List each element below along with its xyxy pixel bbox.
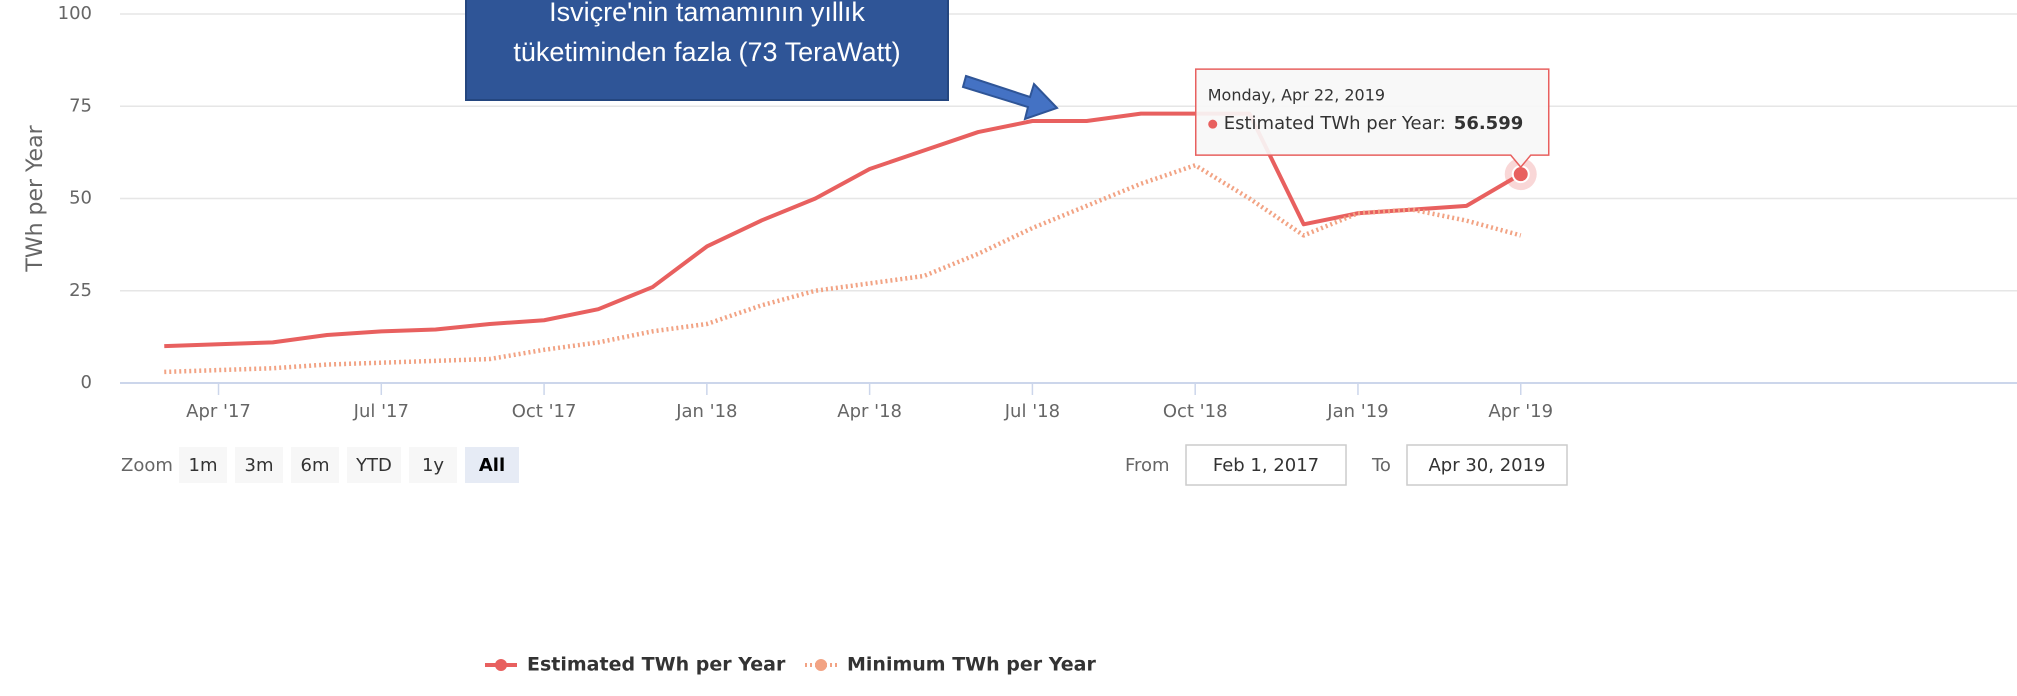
zoom-button-label[interactable]: All: [479, 455, 505, 476]
grid: 0 25 50 75 100 TWh per Year Apr '17 Jul '17 Oct …: [23, 3, 2017, 422]
x-tick-label: Apr '19: [1488, 401, 1553, 422]
annotation-arrow: [961, 74, 1059, 121]
zoom-button[interactable]: [235, 447, 283, 483]
zoom-button-label[interactable]: 3m: [245, 455, 274, 476]
x-tick-label: Apr '17: [186, 401, 251, 422]
x-tick-label: Jan '19: [1326, 401, 1388, 422]
tooltip-date: Monday, Apr 22, 2019: [1208, 86, 1385, 105]
zoom-button-label[interactable]: 1y: [422, 455, 444, 476]
y-tick-label: 75: [69, 95, 92, 116]
y-tick-label: 0: [81, 372, 92, 393]
zoom-button[interactable]: [291, 447, 339, 483]
y-axis-title: TWh per Year: [23, 124, 48, 272]
overlay: Monday, Apr 22, 2019 Estimated TWh per Ye…: [121, 0, 1568, 676]
from-value[interactable]: Feb 1, 2017: [1213, 455, 1319, 476]
zoom-button-label[interactable]: YTD: [355, 455, 392, 476]
legend-symbol-dot: [495, 659, 507, 671]
annotation-text: İsviçre'nin tamamının yıllık: [549, 0, 865, 27]
legend-symbol-dot: [815, 659, 827, 671]
zoom-label: Zoom: [121, 455, 173, 476]
tooltip-series: Estimated TWh per Year:: [1224, 113, 1446, 134]
legend-label[interactable]: Estimated TWh per Year: [527, 654, 786, 676]
tooltip-value: 56.599: [1454, 113, 1523, 134]
annotation-box: [465, 0, 949, 101]
tooltip-box: [1194, 68, 1550, 169]
plot: [164, 111, 1522, 375]
legend-item[interactable]: Minimum TWh per Year: [805, 654, 1096, 676]
from-label: From: [1125, 455, 1170, 476]
x-tick-label: Jan '18: [675, 401, 737, 422]
tooltip-dot: [1208, 119, 1218, 129]
x-tick-label: Jul '17: [353, 401, 409, 422]
x-tick-label: Oct '18: [1163, 401, 1228, 422]
to-input[interactable]: [1406, 444, 1568, 486]
legend-label[interactable]: Minimum TWh per Year: [847, 654, 1096, 676]
zoom-button[interactable]: [347, 447, 401, 483]
series-line: [164, 111, 1522, 349]
to-value[interactable]: Apr 30, 2019: [1428, 455, 1545, 476]
zoom-button-label[interactable]: 6m: [301, 455, 330, 476]
series-line: [164, 163, 1522, 375]
annotation-text: tüketiminden fazla (73 TeraWatt): [513, 37, 900, 67]
legend-item[interactable]: Estimated TWh per Year: [485, 654, 786, 676]
zoom-button[interactable]: [409, 447, 457, 483]
y-tick-label: 100: [58, 3, 92, 24]
x-tick-label: Apr '18: [837, 401, 902, 422]
hover-point: [1511, 165, 1530, 184]
x-tick-label: Jul '18: [1004, 401, 1060, 422]
zoom-button[interactable]: [465, 447, 519, 483]
zoom-button-label[interactable]: 1m: [189, 455, 218, 476]
to-label: To: [1371, 455, 1391, 476]
from-input[interactable]: [1185, 444, 1347, 486]
zoom-button[interactable]: [179, 447, 227, 483]
y-tick-label: 25: [69, 280, 92, 301]
x-tick-label: Oct '17: [512, 401, 577, 422]
y-tick-label: 50: [69, 188, 92, 209]
tooltip-label: Estimated TWh per Year: 56.599: [1224, 113, 1524, 134]
